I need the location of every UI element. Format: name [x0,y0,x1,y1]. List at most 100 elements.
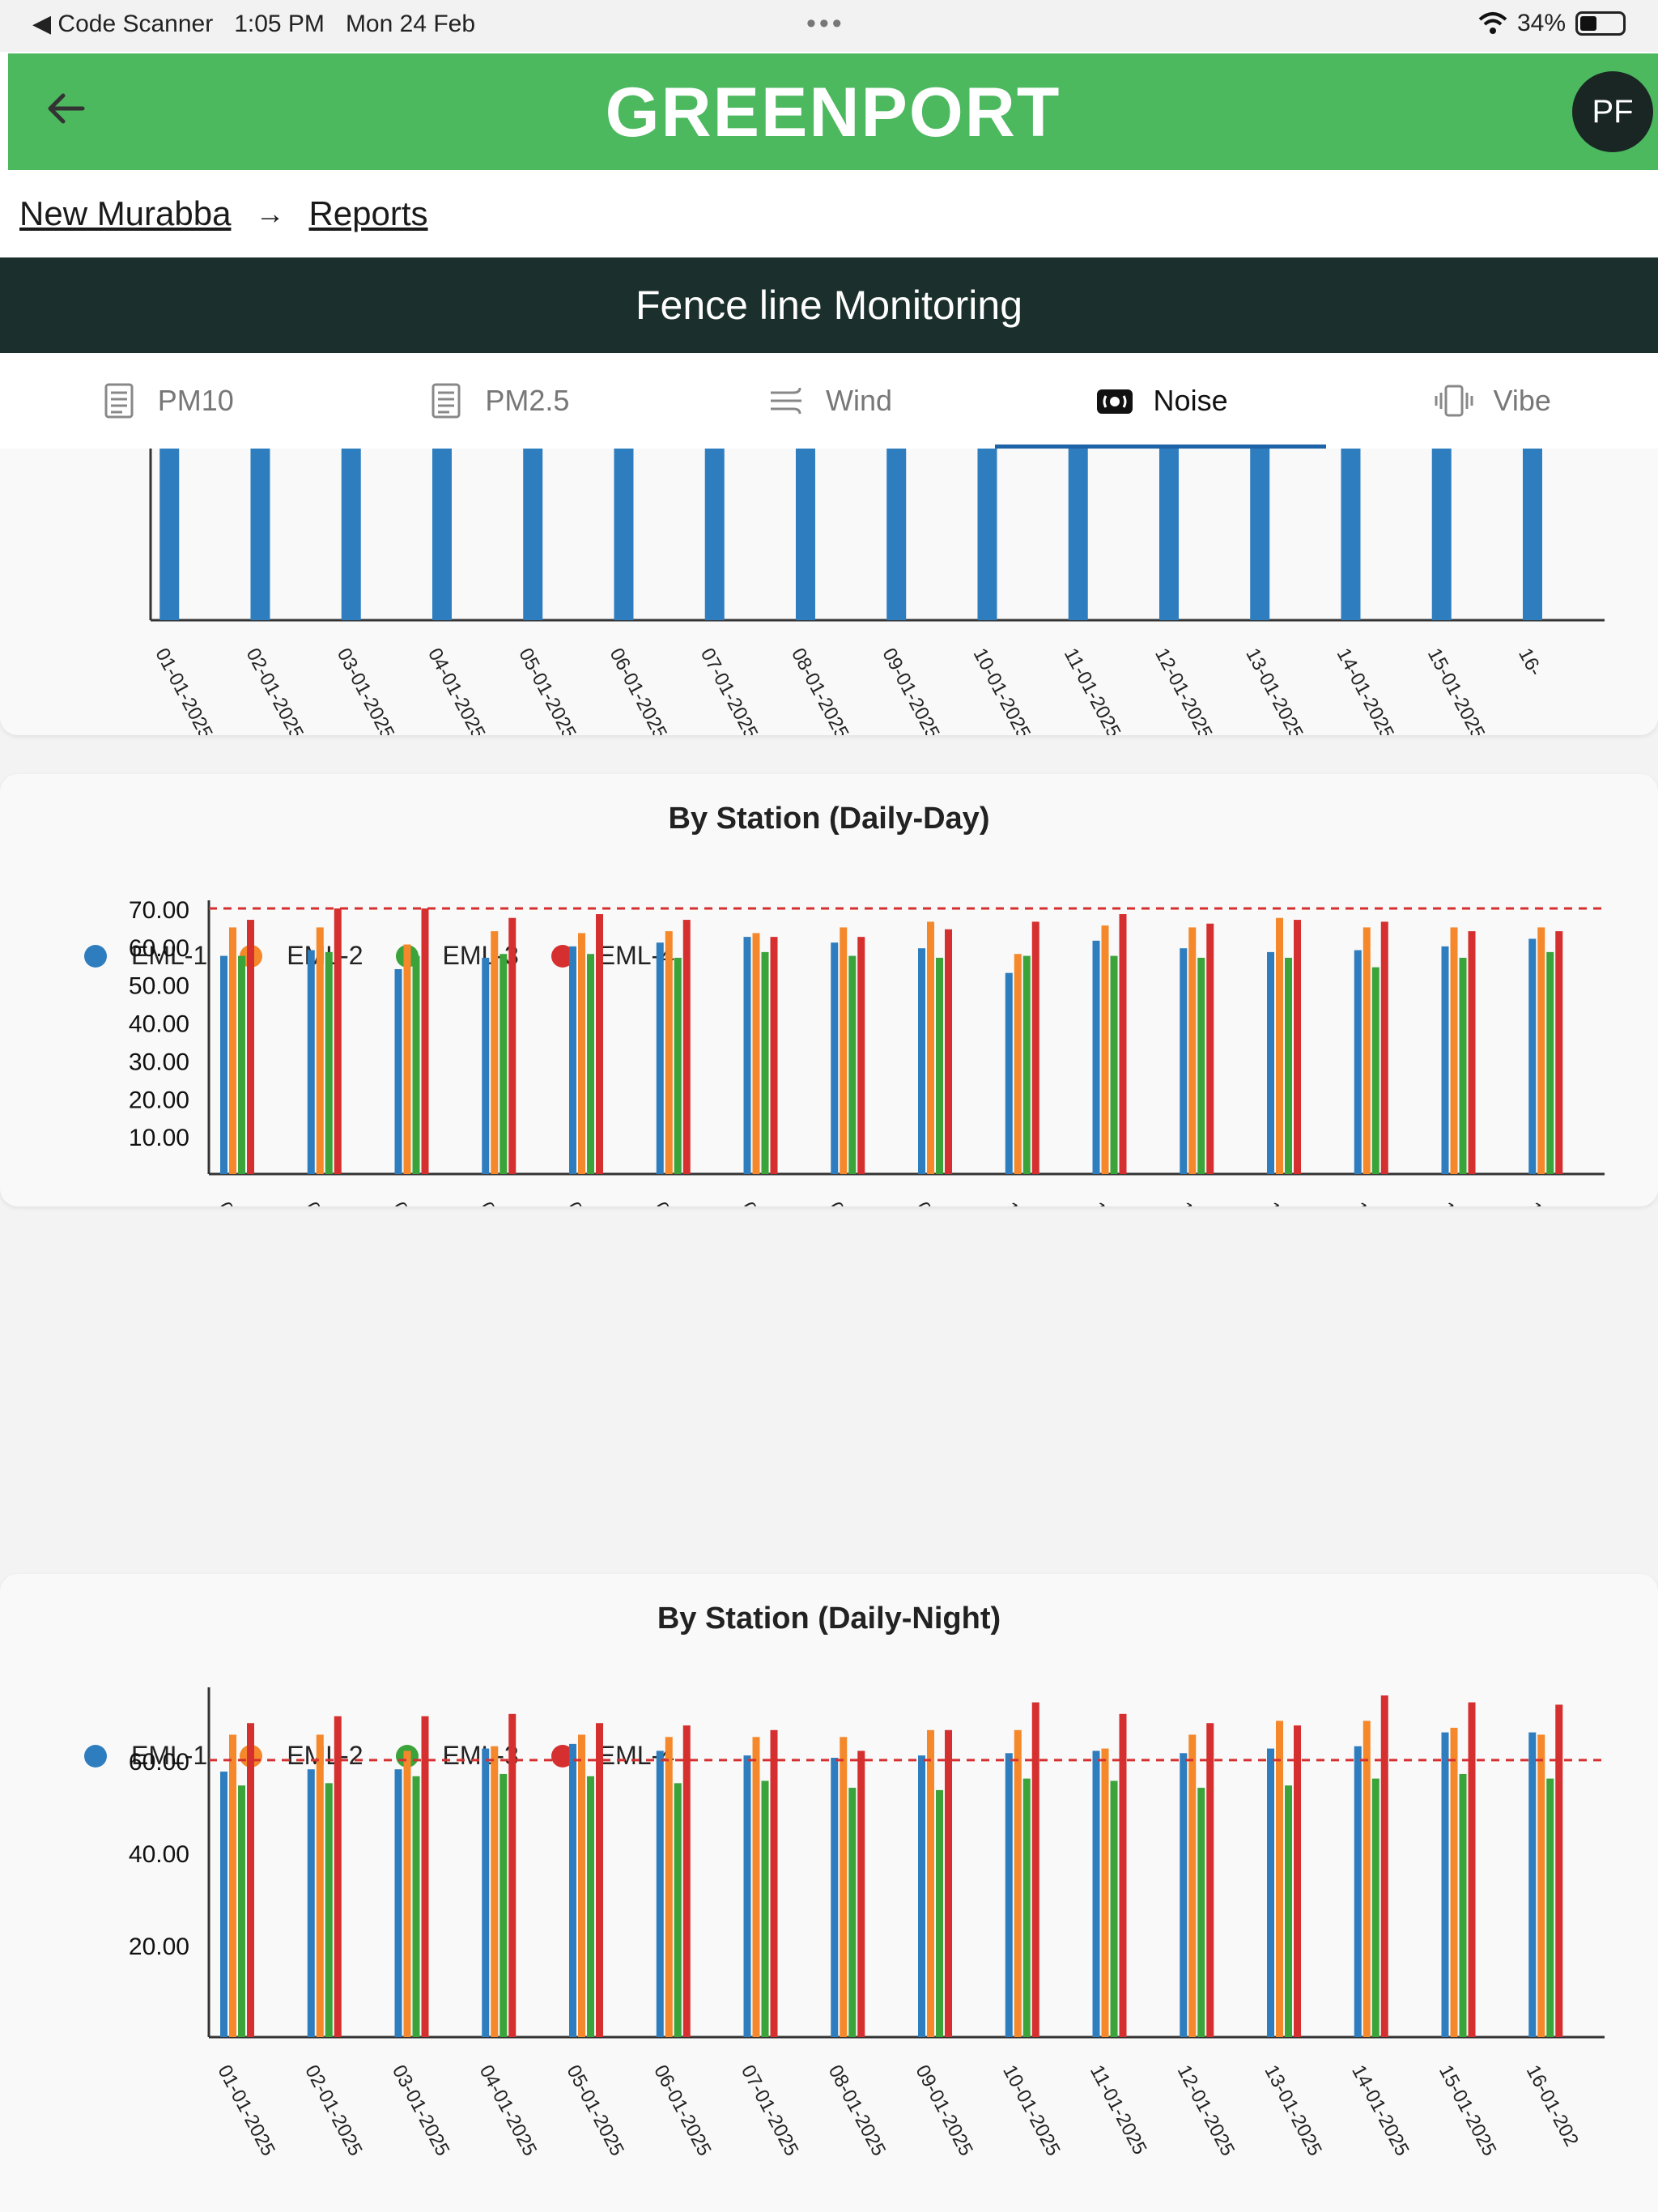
bar-eml-1 [220,1772,228,2037]
legend-label: EML-2 [287,941,363,970]
chart-card-daily-night: By Station (Daily-Night) EML-1 EML-2 EML… [0,1574,1658,2212]
x-tick-label: 11-01-2025 [1086,1198,1151,1206]
bar [250,449,270,620]
daily-night-bar-chart: 60.00 40.00 20.00 01-01-2025 02-01-2025 03-01… [129,1687,1605,2159]
bar-eml-4 [857,1750,865,2037]
bar-eml-2 [927,921,935,1174]
tab-pm25[interactable]: PM2.5 [332,353,664,449]
bar [977,449,997,620]
x-tick-label: 13-01-2025 [1241,644,1307,735]
bar-eml-1 [1180,948,1188,1174]
tab-pm10[interactable]: PM10 [0,353,332,449]
bar-eml-1 [743,937,751,1174]
x-tick-label: 09-01-2025 [911,1198,976,1206]
breadcrumb-new-murabba[interactable]: New Murabba [19,194,232,232]
bar-eml-3 [1022,955,1031,1174]
y-tick-label: 60.00 [129,935,189,962]
y-tick-label: 40.00 [129,1011,189,1038]
bar [1431,449,1452,620]
x-tick-label: 01-01-2025 [151,644,216,735]
bar-eml-4 [1119,914,1127,1174]
partial-bar-chart: 01-01-2025 02-01-2025 03-01-2025 04-01-2025… [149,449,1605,735]
tab-wind[interactable]: Wind [663,353,995,449]
chart-card-daily-day: By Station (Daily-Day) EML-1 EML-2 EML-3… [0,774,1658,1206]
bar-eml-3 [1459,1773,1467,2037]
status-left: ◀ Code Scanner 1:05 PM Mon 24 Feb [32,10,475,38]
reports-content[interactable]: 01-01-2025 02-01-2025 03-01-2025 04-01-2025… [0,449,1658,2212]
bar-eml-4 [334,908,342,1174]
bar-eml-3 [238,1785,246,2037]
bar-eml-4 [1206,923,1214,1174]
bar-eml-1 [1354,1746,1362,2037]
bar-eml-2 [578,933,586,1174]
bar-eml-4 [334,1716,342,2037]
bar [614,449,634,620]
x-tick-label: 10-01-2025 [998,2061,1064,2159]
x-tick-label: 07-01-2025 [737,2061,802,2159]
x-tick-label: 09-01-2025 [911,2061,976,2159]
tab-vibe[interactable]: Vibe [1326,353,1658,449]
chart-card-partial: 01-01-2025 02-01-2025 03-01-2025 04-01-2025… [0,449,1658,735]
status-bar: ◀ Code Scanner 1:05 PM Mon 24 Feb ••• 34… [0,0,1658,52]
tab-label: Vibe [1493,384,1551,417]
legend-item-eml-3[interactable]: EML-3 [395,1741,519,1771]
bar-eml-2 [1101,925,1109,1174]
bar-eml-4 [1206,1723,1214,2037]
bar-eml-1 [918,948,926,1174]
tab-bar: PM10 PM2.5 Wind Noise Vibe [0,353,1658,449]
document-icon [104,383,134,419]
bar-eml-1 [307,1769,315,2037]
wind-icon [770,387,801,415]
user-avatar[interactable]: PF [1572,71,1653,152]
bar-eml-2 [1450,927,1458,1174]
x-tick-label: 06-01-2025 [649,1198,715,1206]
bar-eml-4 [1555,1704,1563,2037]
bar-eml-4 [596,914,604,1174]
bar-eml-3 [1459,957,1467,1174]
y-tick-label: 20.00 [129,1087,189,1113]
bar-eml-4 [1294,1725,1302,2037]
back-arrow-icon[interactable] [44,86,96,138]
tab-noise[interactable]: Noise [994,353,1327,449]
legend-label: EML-1 [131,1741,208,1770]
bar-eml-4 [247,1723,255,2037]
bar-eml-4 [682,1725,691,2037]
bar-eml-2 [403,1750,411,2037]
bar-eml-3 [325,1783,333,2037]
bar-eml-4 [770,1729,778,2037]
bar-eml-4 [1380,921,1388,1174]
x-tick-label: 07-01-2025 [696,644,762,735]
breadcrumb-reports[interactable]: Reports [308,194,428,232]
bar [704,449,725,620]
multitasking-dots-icon[interactable]: ••• [806,8,845,39]
x-tick-label: 07-01-2025 [737,1198,802,1206]
bar [1522,449,1542,620]
bar-eml-1 [307,950,315,1174]
bar-eml-2 [665,931,673,1174]
legend-item-eml-1[interactable]: EML-1 [84,1741,207,1771]
bar-eml-2 [229,927,237,1174]
tab-label: Wind [825,384,892,417]
x-tick-label: 08-01-2025 [824,1198,890,1206]
app-header: GREENPORT PF [8,53,1658,170]
bar-eml-4 [421,1716,429,2037]
bar-eml-4 [1468,1702,1476,2037]
legend-item-eml-1[interactable]: EML-1 [84,941,207,971]
bar-eml-1 [1092,1750,1100,2037]
x-tick-label: 02-01-2025 [242,644,308,735]
x-tick-label: 02-01-2025 [300,1198,366,1206]
x-tick-label: 16-01-202 [1522,1198,1583,1206]
bar-eml-2 [752,933,760,1174]
bar-eml-4 [945,1729,953,2037]
bar-eml-3 [1371,967,1380,1174]
wifi-icon [1478,12,1507,34]
bar-eml-2 [1188,1734,1197,2037]
x-tick-label: 06-01-2025 [649,2061,715,2159]
back-to-app-link[interactable]: ◀ Code Scanner [32,11,214,37]
bar-eml-3 [1110,955,1118,1174]
bar-eml-1 [1528,938,1537,1174]
bar-eml-2 [1276,1721,1284,2037]
bar-eml-3 [674,957,682,1174]
bar-eml-2 [752,1737,760,2037]
x-tick-label: 15-01-2025 [1423,644,1489,735]
